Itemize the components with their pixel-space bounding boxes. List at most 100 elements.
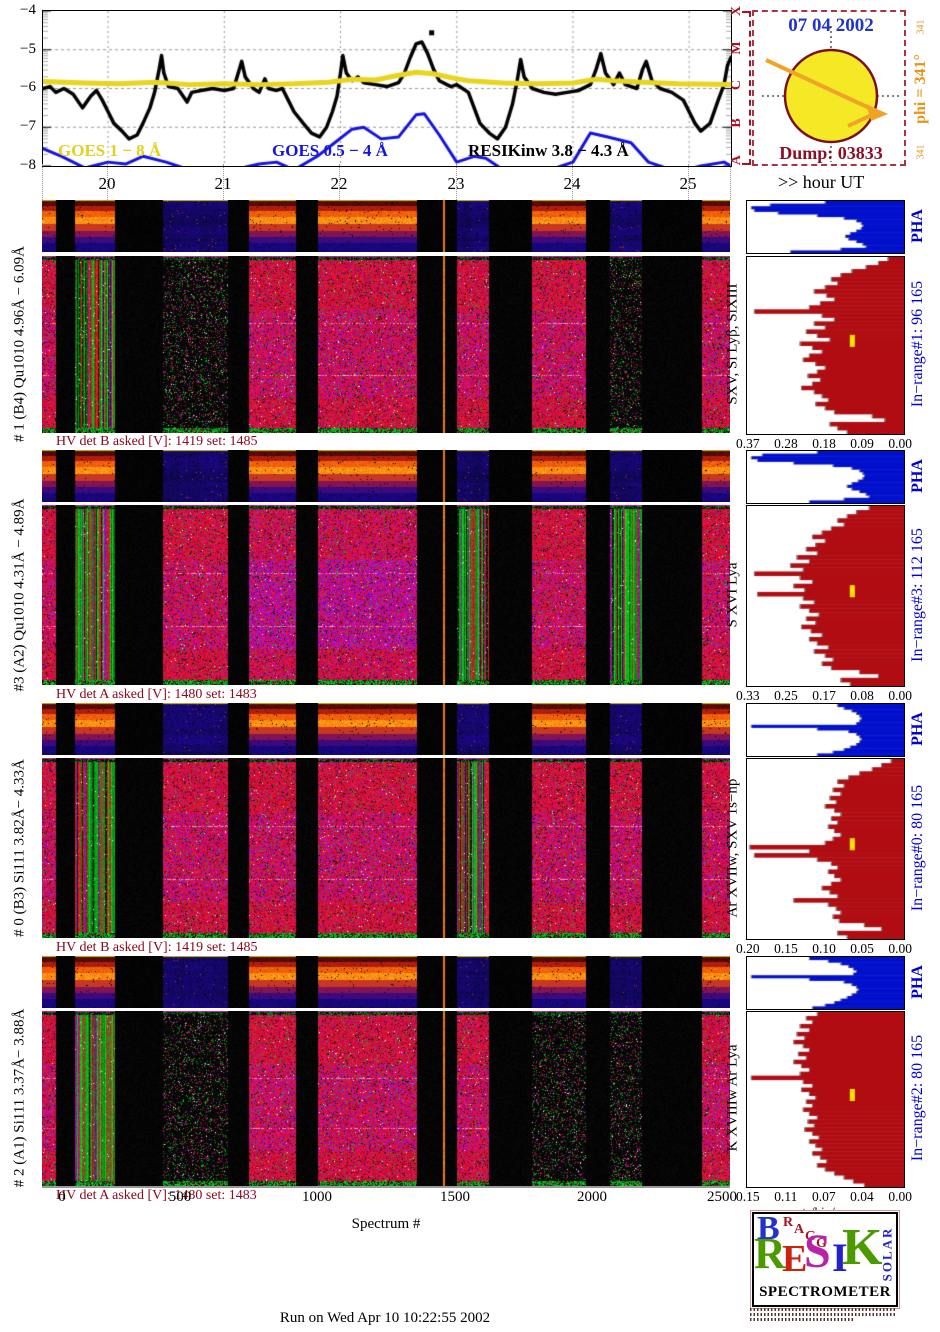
logo-spectrometer: SPECTROMETER [759,1284,891,1300]
hv-status-4: HV det A asked [V]: 1480 set: 1483 [56,1188,257,1203]
channel-label-1: # 1 (B4) Qu1010 4.96Å − 6.09Å [11,246,28,442]
spectrogram-overview-2 [42,450,730,502]
spectrum-tick: 2000 [577,1189,607,1205]
axis-value: 0.33 [736,688,760,703]
hour-gridline [339,164,340,200]
goes-ytick: −5 [20,41,36,57]
logo-resik-r: R [754,1229,786,1278]
axis-value: 0.15 [736,1189,760,1204]
goes-ytick: −8 [20,157,36,173]
spectrogram-main-1 [42,256,730,433]
dump-number: Dump: 03833 [779,143,883,163]
hour-gridline [572,164,573,200]
legend-resikinw: RESIKinw 3.8 − 4.3 Å [468,141,629,160]
hv-status-3: HV det B asked [V]: 1419 set: 1485 [56,940,258,955]
logo-ragg: A [794,1222,805,1237]
hour-gridline [456,164,457,200]
spectrogram-main-4 [42,1011,730,1186]
logo-resik-i: I [832,1235,848,1280]
axis-value: 0.15 [774,941,798,956]
axis-value: 0.00 [888,941,912,956]
axis-value: 0.28 [774,436,798,451]
spectral-lines-label-4: K XVIIIw Ar Lya [724,1044,741,1152]
channel-label-4: # 2 (A1) Si111 3.37Å− 3.88Å [11,1008,28,1188]
sun-position-panel: 07 04 2002 Dump: 03833 [752,10,906,166]
hour-gridline [688,164,689,200]
spectrum-axis-line [42,1186,730,1188]
inrange-histogram-3 [746,758,905,940]
hour-gridline [730,164,731,200]
logo-solar: SOLAR [879,1226,895,1282]
axis-value: 0.00 [888,436,912,451]
hour-gridline [223,164,224,200]
phi-small-value: 341 [915,144,927,160]
logo-fine-print [750,1318,854,1321]
spectrum-tick: 500 [168,1189,192,1205]
observation-date: 07 04 2002 [788,15,874,36]
inrange-histogram-2 [746,505,905,687]
hour-tick: 22 [330,174,348,193]
pha-axis-label-4: PHA [909,965,926,999]
goes-class-bracket [742,11,751,165]
pha-histogram-2 [746,450,905,504]
inrange-histogram-1 [746,256,905,435]
phi-label: phi = 341° [912,54,929,124]
pha-histogram-1 [746,200,905,254]
logo-letter-b: B [757,1210,780,1247]
pha-histogram-3 [746,703,905,757]
spectrogram-overview-3 [42,703,730,755]
inrange-axis-label-1: In−range#1: 96 165 [909,280,926,408]
hour-tick: 24 [563,174,581,193]
goes-ytick: −6 [20,79,36,95]
axis-value: 0.00 [888,1189,912,1204]
inrange-axis-label-4: In−range#2: 80 165 [909,1034,926,1162]
channel-label-3: # 0 (B3) Si111 3.82Å− 4.33Å [11,759,28,937]
logo-ragg: G [816,1236,827,1251]
axis-value: 0.10 [812,941,836,956]
spectrogram-overview-4 [42,956,730,1008]
logo-ragg: G [805,1229,816,1244]
hour-tick: 20 [98,174,116,193]
hour-gridline [42,164,43,200]
goes-ytick: −7 [20,118,36,134]
axis-value: 0.08 [850,688,874,703]
hour-gridline [107,164,108,200]
axis-value: 0.18 [812,436,836,451]
resik-logo: B R A G G R E S I K SOLAR SPECTROMETER [750,1210,900,1309]
pha-axis-label-2: PHA [909,459,926,493]
spectral-lines-label-3: Ar XVIIw, SXV 1s−np [724,778,741,918]
spectrogram-main-2 [42,505,730,685]
hour-tick: 25 [679,174,697,193]
axis-value: 0.25 [774,688,798,703]
count-axis-3: 0.20 0.15 0.10 0.05 0.00 [736,941,912,957]
axis-value: 0.09 [850,436,874,451]
logo-resik-e: E [782,1238,808,1280]
spectrum-tick: 2500 [707,1189,737,1205]
run-timestamp: Run on Wed Apr 10 10:22:55 2002 [279,1310,491,1326]
count-axis-2: 0.33 0.25 0.17 0.08 0.00 [736,688,912,704]
spectrum-tick: 1500 [440,1189,470,1205]
inrange-histogram-4 [746,1011,905,1188]
count-axis-1: 0.37 0.28 0.18 0.09 0.00 [736,436,912,452]
inrange-axis-label-3: In−range#0: 80 165 [909,784,926,912]
spectral-lines-label-2: S XVI Lya [724,562,741,628]
channel-label-2: #3 (A2) Qu1010 4.31Å − 4.89Å [11,498,28,692]
hv-status-1: HV det B asked [V]: 1419 set: 1485 [56,434,258,449]
goes-flux-chart [42,10,732,167]
axis-value: 0.05 [850,941,874,956]
phi-arrowhead [866,104,888,121]
spectral-lines-label-1: SXV, Si Lyβ, SiXIII [724,283,741,405]
count-axis-4: 0.15 0.11 0.07 0.04 0.00 [736,1189,912,1205]
spectrum-tick: 1000 [302,1189,332,1205]
sun-disk [783,48,879,144]
goes-ytick: −4 [20,2,36,18]
legend-goes-1-8: GOES 1 − 8 Å [58,141,162,160]
axis-value: 0.00 [888,688,912,703]
spectrum-axis-label: Spectrum # [351,1216,421,1232]
logo-ragg: R [783,1215,794,1230]
axis-value: 0.11 [774,1189,798,1204]
spectrogram-overview-1 [42,200,730,252]
logo-fine-print [750,1313,896,1316]
axis-value: 0.07 [811,1189,836,1204]
